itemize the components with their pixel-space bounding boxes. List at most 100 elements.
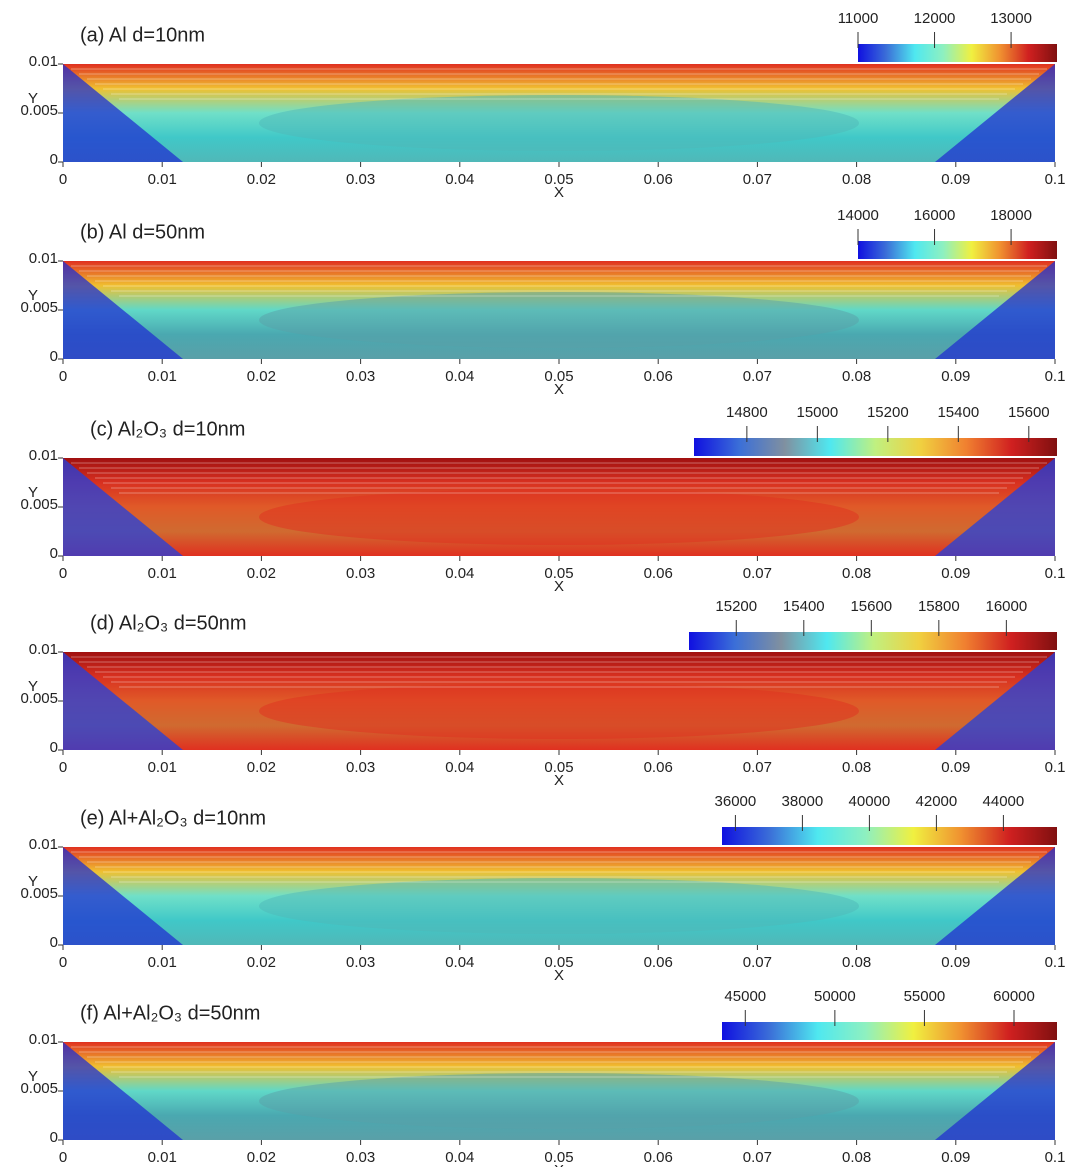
colorbar-tick-label: 15600 bbox=[1008, 404, 1050, 421]
x-tick-label: 0.02 bbox=[247, 954, 276, 971]
field-center bbox=[259, 1073, 859, 1129]
field-corner bbox=[935, 64, 1055, 162]
x-tick-label: 0.01 bbox=[148, 954, 177, 971]
y-tick-label: 0 bbox=[50, 151, 58, 168]
x-tick-label: 0.03 bbox=[346, 954, 375, 971]
colorbar-tick-label: 36000 bbox=[715, 793, 757, 810]
x-tick-label: 0.05 bbox=[544, 954, 573, 971]
x-axis-label: X bbox=[554, 772, 564, 789]
x-tick-label: 0 bbox=[59, 759, 67, 776]
panel-title: (f) Al+Al₂O₃ d=50nm bbox=[80, 1002, 260, 1024]
colorbar-tick-label: 15800 bbox=[918, 598, 960, 615]
x-tick-label: 0.03 bbox=[346, 565, 375, 582]
x-tick-label: 0.02 bbox=[247, 171, 276, 188]
colorbar-tick-label: 12000 bbox=[914, 10, 956, 27]
y-tick-label: 0 bbox=[50, 1129, 58, 1146]
y-tick-label: 0.01 bbox=[29, 1031, 58, 1048]
x-tick-label: 0.01 bbox=[148, 368, 177, 385]
colorbar bbox=[722, 827, 1057, 845]
field-center bbox=[259, 878, 859, 934]
x-tick-label: 0 bbox=[59, 954, 67, 971]
x-axis-label: X bbox=[554, 967, 564, 984]
colorbar-tick-label: 14000 bbox=[837, 207, 879, 224]
x-tick-label: 0.02 bbox=[247, 1149, 276, 1166]
colorbar-tick-label: 11000 bbox=[838, 10, 879, 27]
colorbar-tick-label: 60000 bbox=[993, 988, 1035, 1005]
colorbar-tick-label: 45000 bbox=[724, 988, 766, 1005]
x-tick-label: 0.1 bbox=[1045, 565, 1066, 582]
x-tick-label: 0 bbox=[59, 368, 67, 385]
x-tick-label: 0.06 bbox=[644, 1149, 673, 1166]
x-tick-label: 0.04 bbox=[445, 759, 474, 776]
x-tick-label: 0.07 bbox=[743, 368, 772, 385]
x-tick-label: 0.06 bbox=[644, 368, 673, 385]
y-tick-label: 0.005 bbox=[20, 885, 58, 902]
colorbar-tick-label: 15200 bbox=[867, 404, 909, 421]
x-tick-label: 0.07 bbox=[743, 1149, 772, 1166]
x-tick-label: 0.05 bbox=[544, 1149, 573, 1166]
x-tick-label: 0.1 bbox=[1045, 1149, 1066, 1166]
y-tick-label: 0.005 bbox=[20, 1080, 58, 1097]
x-tick-label: 0.03 bbox=[346, 368, 375, 385]
field-corner bbox=[935, 1042, 1055, 1140]
x-axis-label: X bbox=[554, 184, 564, 201]
y-tick-label: 0 bbox=[50, 934, 58, 951]
y-tick-label: 0.01 bbox=[29, 836, 58, 853]
x-tick-label: 0.06 bbox=[644, 565, 673, 582]
x-tick-label: 0.08 bbox=[842, 759, 871, 776]
x-tick-label: 0.01 bbox=[148, 565, 177, 582]
x-tick-label: 0.01 bbox=[148, 171, 177, 188]
field-corner bbox=[63, 458, 183, 556]
field-corner bbox=[63, 1042, 183, 1140]
y-tick-label: 0.01 bbox=[29, 250, 58, 267]
colorbar-tick-label: 50000 bbox=[814, 988, 856, 1005]
panel-title: (e) Al+Al₂O₃ d=10nm bbox=[80, 807, 266, 829]
field-corner bbox=[63, 64, 183, 162]
colorbar bbox=[858, 241, 1057, 259]
x-tick-label: 0.1 bbox=[1045, 368, 1066, 385]
y-tick-label: 0.005 bbox=[20, 102, 58, 119]
x-tick-label: 0.08 bbox=[842, 565, 871, 582]
x-tick-label: 0.1 bbox=[1045, 171, 1066, 188]
y-tick-label: 0.005 bbox=[20, 496, 58, 513]
x-tick-label: 0.06 bbox=[644, 171, 673, 188]
colorbar-tick-label: 18000 bbox=[990, 207, 1032, 224]
x-tick-label: 0.03 bbox=[346, 759, 375, 776]
x-axis-label: X bbox=[554, 381, 564, 398]
x-tick-label: 0.07 bbox=[743, 759, 772, 776]
colorbar bbox=[722, 1022, 1057, 1040]
x-tick-label: 0.08 bbox=[842, 368, 871, 385]
x-axis-label: X bbox=[554, 1162, 564, 1167]
panel-title: (a) Al d=10nm bbox=[80, 24, 205, 46]
x-tick-label: 0.07 bbox=[743, 171, 772, 188]
y-tick-label: 0 bbox=[50, 348, 58, 365]
x-tick-label: 0.05 bbox=[544, 565, 573, 582]
y-tick-label: 0.005 bbox=[20, 690, 58, 707]
y-tick-label: 0.01 bbox=[29, 53, 58, 70]
x-tick-label: 0.01 bbox=[148, 759, 177, 776]
x-tick-label: 0 bbox=[59, 565, 67, 582]
x-tick-label: 0.06 bbox=[644, 954, 673, 971]
colorbar bbox=[694, 438, 1057, 456]
x-tick-label: 0.08 bbox=[842, 1149, 871, 1166]
x-tick-label: 0.09 bbox=[941, 368, 970, 385]
colorbar-tick-label: 15000 bbox=[796, 404, 838, 421]
field-center bbox=[259, 292, 859, 348]
colorbar bbox=[858, 44, 1057, 62]
x-tick-label: 0.07 bbox=[743, 954, 772, 971]
x-tick-label: 0.05 bbox=[544, 759, 573, 776]
colorbar-tick-label: 15400 bbox=[783, 598, 825, 615]
x-tick-label: 0.04 bbox=[445, 368, 474, 385]
y-axis-label: Y bbox=[28, 678, 38, 695]
field-corner bbox=[63, 261, 183, 359]
x-tick-label: 0.09 bbox=[941, 1149, 970, 1166]
x-axis-label: X bbox=[554, 578, 564, 595]
field-corner bbox=[63, 652, 183, 750]
x-tick-label: 0.1 bbox=[1045, 954, 1066, 971]
x-tick-label: 0.01 bbox=[148, 1149, 177, 1166]
panel-title: (c) Al₂O₃ d=10nm bbox=[90, 418, 245, 440]
y-tick-label: 0 bbox=[50, 739, 58, 756]
y-tick-label: 0.005 bbox=[20, 299, 58, 316]
x-tick-label: 0.02 bbox=[247, 368, 276, 385]
